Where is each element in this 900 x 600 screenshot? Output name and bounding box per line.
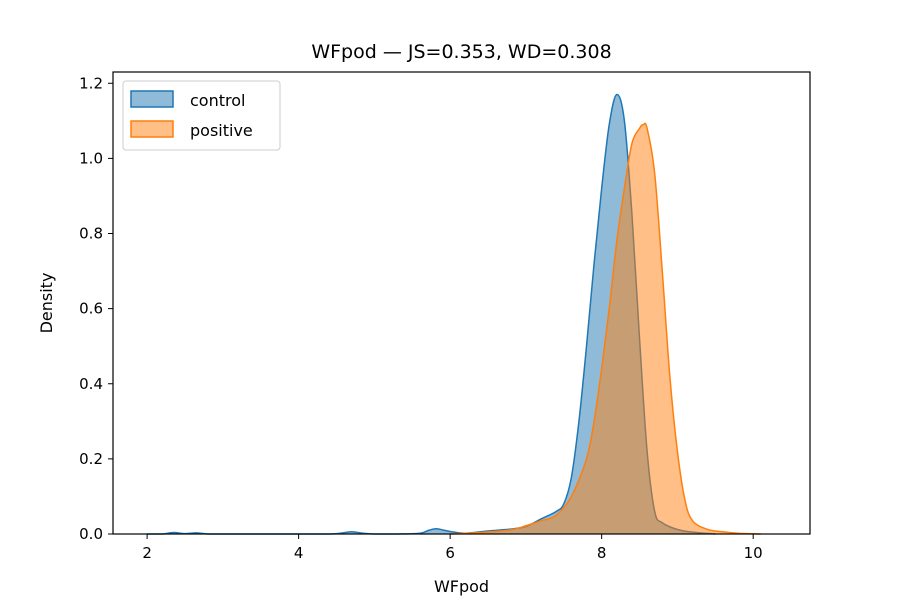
legend: control positive — [122, 80, 281, 151]
x-tick-label: 4 — [294, 544, 304, 562]
y-tick-label: 1.2 — [79, 74, 103, 92]
x-tick-label: 10 — [744, 544, 763, 562]
y-axis-ticks: 0.0 0.2 0.4 0.6 0.8 1.0 1.2 — [79, 74, 113, 543]
y-tick-label: 0.2 — [79, 450, 103, 468]
y-tick-label: 0.0 — [79, 525, 103, 543]
chart-title: WFpod — JS=0.353, WD=0.308 — [311, 41, 611, 63]
x-tick-label: 2 — [142, 544, 152, 562]
density-area-control — [147, 94, 716, 534]
y-tick-label: 1.0 — [79, 149, 103, 167]
x-axis-ticks: 2 4 6 8 10 — [142, 534, 763, 562]
x-tick-label: 8 — [597, 544, 607, 562]
legend-swatch-control — [130, 90, 174, 108]
y-tick-label: 0.6 — [79, 300, 103, 318]
legend-swatch-positive — [130, 120, 174, 138]
density-area-positive — [450, 123, 761, 534]
x-tick-label: 6 — [445, 544, 455, 562]
y-tick-label: 0.8 — [79, 225, 103, 243]
y-tick-label: 0.4 — [79, 375, 103, 393]
plot-frame — [112, 71, 811, 535]
density-line-positive — [450, 122, 761, 535]
y-axis-label: Density — [37, 273, 56, 334]
legend-label-control: control — [190, 91, 245, 110]
x-axis-label: WFpod — [434, 577, 489, 596]
legend-label-positive: positive — [190, 121, 253, 140]
